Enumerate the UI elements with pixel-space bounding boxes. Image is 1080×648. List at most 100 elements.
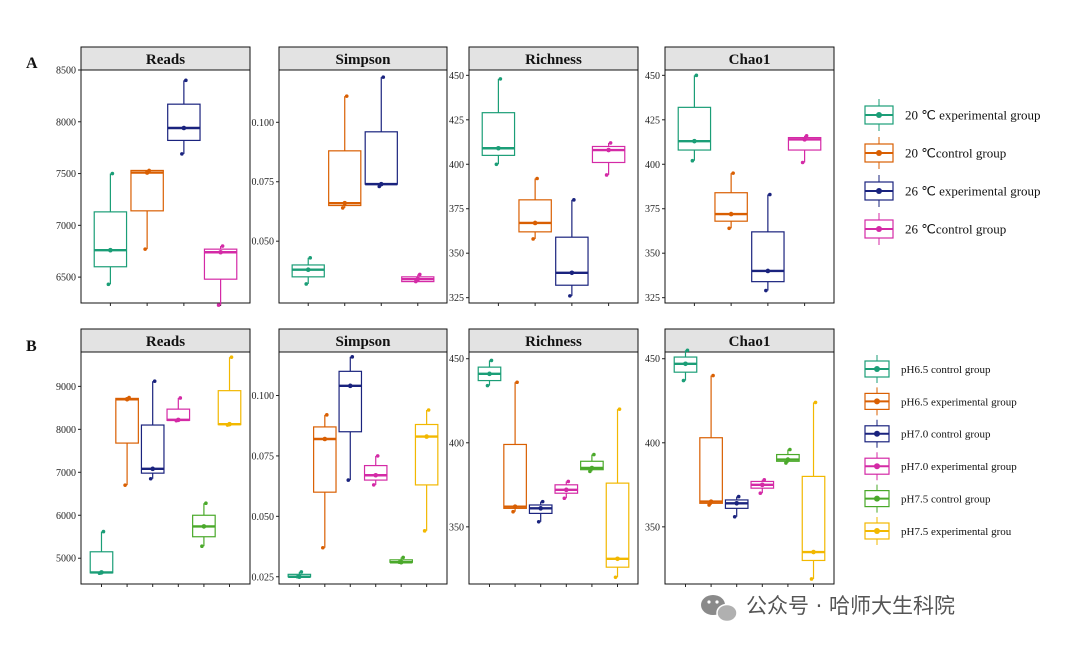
max-point [350, 355, 355, 359]
box-2 [714, 171, 748, 306]
median-point [760, 482, 765, 488]
box-2 [115, 395, 139, 587]
median-point [589, 465, 595, 471]
y-tick-label: 350 [449, 522, 464, 533]
panel-label: B [26, 338, 37, 355]
box-iqr [414, 423, 439, 486]
min-point [371, 483, 376, 487]
y-tick-label: 5000 [56, 554, 76, 565]
box-iqr [89, 551, 114, 574]
min-point [690, 158, 695, 163]
legend-label: pH7.5 control group [901, 493, 991, 505]
facet-title: Richness [525, 52, 582, 68]
panel-label: A [26, 55, 38, 72]
max-point [417, 272, 422, 277]
min-point [707, 503, 711, 507]
panel-a: A Reads 6500 7000 7500 8000 8500 Simpson 0.050 0.… [26, 46, 1041, 307]
y-tick-label: 400 [449, 438, 464, 449]
median-point [342, 200, 348, 206]
min-point [304, 282, 309, 286]
median-point [108, 247, 113, 253]
min-point [216, 303, 221, 307]
max-point [229, 355, 234, 359]
y-tick-label: 450 [449, 354, 464, 365]
y-tick-label: 6500 [56, 273, 76, 284]
max-point [101, 529, 106, 534]
min-point [106, 282, 111, 287]
legend-key-point [874, 398, 880, 405]
max-point [711, 373, 715, 378]
box-2 [699, 373, 723, 587]
legend-a: 20 ℃ experimental group 20 ℃control group… [864, 99, 1041, 245]
box-iqr [364, 131, 398, 185]
box-iqr [714, 192, 748, 222]
median-point [765, 268, 771, 274]
box-iqr [167, 103, 201, 142]
box-iqr [503, 443, 527, 509]
median-point [373, 472, 379, 478]
box-3 [751, 192, 785, 306]
legend-label: pH7.0 control group [901, 429, 991, 441]
facet-title: Richness [525, 334, 582, 350]
box-1 [291, 256, 325, 306]
max-point [110, 171, 115, 176]
max-point [489, 358, 494, 363]
facet-chao1: Chao1 350 400 450 [645, 328, 835, 587]
max-point [535, 176, 539, 181]
plot-frame [278, 351, 448, 585]
facet-title: Reads [146, 334, 185, 350]
min-point [800, 160, 805, 165]
plot-frame [468, 69, 639, 304]
max-point [147, 168, 151, 173]
wechat-logo-icon [701, 595, 738, 623]
plot-frame [468, 351, 639, 585]
legend-label: 20 ℃ experimental group [905, 108, 1041, 123]
box-iqr [313, 426, 337, 493]
box-4 [166, 396, 191, 587]
max-point [127, 395, 131, 400]
median-point [606, 147, 611, 153]
max-point [325, 413, 329, 417]
box-5 [580, 452, 604, 587]
max-point [768, 192, 772, 197]
box-3 [140, 379, 165, 587]
median-point [785, 457, 791, 462]
max-point [617, 407, 622, 411]
box-4 [591, 141, 626, 306]
max-point [515, 380, 519, 385]
box-1 [481, 77, 516, 306]
box-4 [787, 134, 822, 306]
facet-richness: Richness 325 350 375 400 425 450 [449, 46, 639, 306]
min-point [148, 476, 153, 481]
min-point [485, 383, 490, 388]
min-point [346, 478, 351, 482]
y-tick-label: 425 [645, 115, 660, 126]
min-point [758, 491, 763, 496]
watermark-text: 公众号 · 哈师大生科院 [746, 594, 955, 618]
min-point [531, 237, 535, 241]
min-point [174, 418, 179, 423]
max-point [608, 141, 613, 145]
max-point [184, 78, 188, 83]
plot-frame [80, 351, 251, 585]
box-2 [313, 413, 337, 587]
max-point [566, 479, 571, 484]
box-1 [477, 358, 502, 587]
box-5 [776, 447, 800, 587]
legend-item: pH7.0 control group [864, 419, 991, 448]
box-2 [130, 168, 164, 306]
max-point [572, 198, 576, 202]
min-point [97, 571, 102, 576]
y-tick-label: 325 [645, 293, 660, 304]
y-tick-label: 450 [645, 354, 660, 365]
min-point [604, 173, 609, 177]
box-3 [364, 75, 398, 306]
legend-key-point [874, 528, 880, 534]
box-2 [518, 176, 552, 306]
plot-frame [278, 69, 448, 304]
median-point [811, 549, 816, 555]
y-tick-label: 7000 [56, 221, 76, 232]
min-point [422, 529, 427, 533]
box-1 [677, 73, 712, 306]
